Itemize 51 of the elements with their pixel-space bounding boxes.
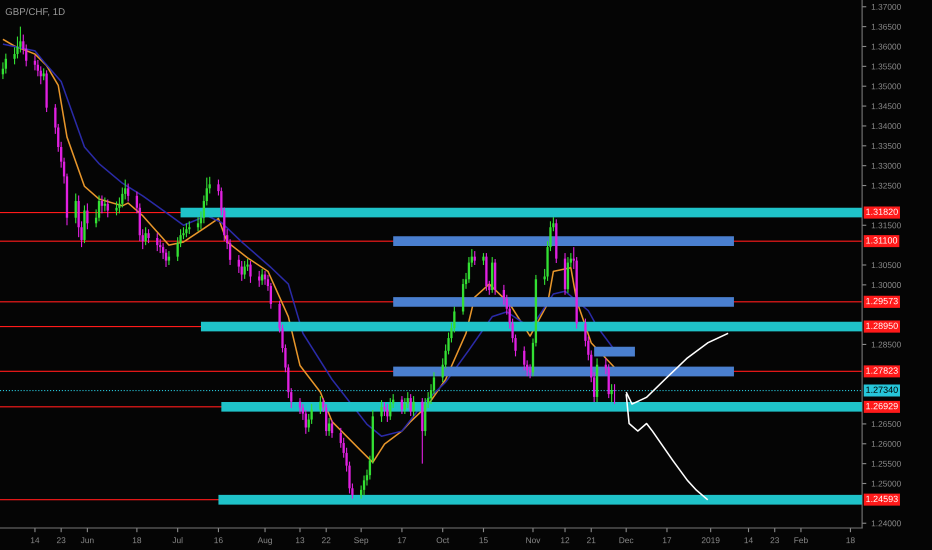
x-tick-label: 18 — [846, 537, 855, 544]
y-tick-label: 1.34000 — [872, 123, 901, 130]
ref-line-label: 1.26929 — [866, 402, 898, 410]
x-tick-label: 14 — [30, 537, 40, 544]
y-tick-label: 1.36500 — [872, 24, 901, 30]
y-tick-label: 1.33000 — [872, 162, 901, 169]
y-tick-label: 1.28500 — [872, 342, 901, 348]
ref-line-label: 1.27340 — [866, 386, 898, 393]
x-tick-label: Sep — [354, 537, 368, 545]
y-tick-label: 1.31500 — [872, 222, 901, 228]
y-tick-label: 1.36000 — [872, 44, 901, 50]
x-tick-label: Feb — [794, 537, 808, 544]
x-tick-label: Jul — [172, 537, 182, 544]
ref-line-label: 1.31820 — [866, 208, 898, 215]
x-tick-label: 16 — [214, 537, 223, 544]
ref-line-label: 1.28950 — [866, 322, 898, 329]
x-tick-label: 12 — [561, 537, 570, 544]
x-tick-label: Dec — [619, 537, 634, 544]
x-tick-label: Nov — [526, 537, 540, 544]
ref-line-label: 1.31100 — [866, 237, 898, 244]
y-tick-label: 1.25000 — [872, 480, 901, 487]
x-tick-label: 15 — [479, 537, 488, 544]
x-tick-label: Aug — [258, 537, 272, 545]
y-tick-label: 1.35000 — [872, 83, 901, 90]
x-tick-label: 23 — [56, 537, 66, 544]
x-tick-label: 17 — [662, 537, 672, 544]
x-tick-label: 14 — [744, 537, 753, 544]
x-tick-label: 21 — [587, 537, 596, 544]
y-tick-label: 1.32500 — [872, 182, 901, 189]
x-tick-label: Jun — [80, 537, 94, 544]
ref-line-label: 1.24593 — [866, 496, 898, 502]
ref-line-label: 1.29573 — [866, 298, 898, 304]
y-tick-label: 1.24000 — [872, 520, 901, 526]
y-tick-label: 1.37000 — [872, 4, 901, 10]
y-tick-label: 1.35500 — [872, 64, 901, 70]
x-tick-label: 13 — [296, 537, 304, 544]
y-tick-label: 1.34500 — [872, 103, 901, 110]
x-tick-label: 22 — [322, 537, 330, 544]
y-tick-label: 1.25500 — [872, 460, 901, 467]
ref-line-label: 1.27823 — [866, 367, 898, 374]
x-tick-label: 2019 — [702, 537, 720, 544]
y-tick-label: 1.26000 — [872, 440, 901, 447]
x-tick-label: Oct — [436, 537, 450, 544]
y-tick-label: 1.26500 — [872, 421, 901, 428]
y-tick-label: 1.30500 — [872, 262, 901, 268]
y-tick-label: 1.33500 — [872, 143, 901, 149]
y-tick-label: 1.30000 — [872, 282, 901, 288]
x-tick-label: 18 — [132, 537, 142, 544]
text: GBP/CHF, 1D — [6, 8, 65, 16]
x-tick-label: 23 — [770, 537, 779, 544]
x-tick-label: 17 — [398, 537, 406, 544]
